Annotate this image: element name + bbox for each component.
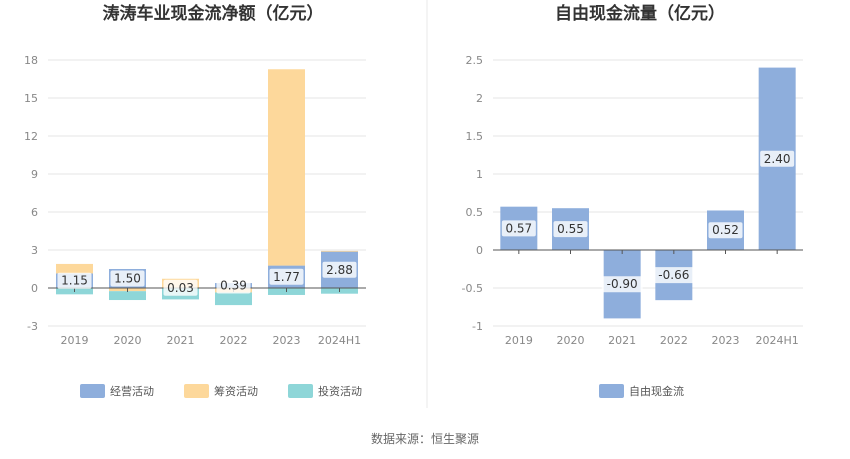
data-label: 0.03	[167, 281, 194, 295]
data-label-bg	[553, 221, 588, 238]
data-label-bg	[653, 267, 695, 284]
y-tick-label: 18	[24, 54, 38, 67]
x-tick-label: 2019	[61, 334, 89, 347]
legend-item-label: 筹资活动	[214, 384, 258, 398]
legend-swatch	[599, 384, 624, 398]
data-label-bg	[501, 220, 536, 237]
y-tick-label: -1	[472, 320, 483, 333]
data-label: 0.52	[712, 223, 739, 237]
chart-title: 涛涛车业现金流净额（亿元）	[103, 3, 324, 24]
data-label-bg	[163, 279, 198, 296]
data-label-bg	[601, 276, 643, 293]
data-label: -0.66	[658, 268, 689, 282]
legend-swatch	[184, 384, 209, 398]
x-tick-label: 2022	[220, 334, 248, 347]
legend-swatch	[288, 384, 313, 398]
free-cash-flow-chart: 自由现金流量（亿元） 2.5 2 1.5 1 0.5 0 -0.5 -1 2019 2020 2021…	[462, 3, 803, 398]
data-label: 2.40	[764, 152, 791, 166]
x-tick-label: 2021	[167, 334, 195, 347]
data-label: 0.39	[220, 279, 247, 293]
data-label: 1.15	[61, 274, 88, 288]
y-tick-label: -0.5	[462, 282, 483, 295]
x-tick-label: 2024H1	[318, 334, 361, 347]
y-tick-label: 15	[24, 92, 38, 105]
y-tick-label: 2.5	[466, 54, 484, 67]
y-tick-label: -3	[27, 320, 38, 333]
legend-item-label: 经营活动	[110, 384, 154, 398]
legend-item-label: 自由现金流	[629, 384, 684, 398]
bar-投资活动	[109, 291, 146, 301]
cash-flow-net-chart: 涛涛车业现金流净额（亿元） 18 15 12 9 6 3 0 -3 2019 2020 2021 202…	[24, 3, 366, 398]
bar-筹资活动	[56, 263, 93, 274]
data-label-bg	[110, 270, 145, 287]
data-label: 2.88	[326, 263, 353, 277]
legend-swatch	[80, 384, 105, 398]
data-label-bg	[57, 272, 92, 289]
x-tick-label: 2020	[557, 334, 585, 347]
data-label-bg	[322, 261, 357, 278]
x-tick-label: 2019	[505, 334, 533, 347]
source-note: 数据来源：恒生聚源	[371, 431, 479, 446]
data-label-bg	[760, 150, 795, 167]
data-label-bg	[708, 222, 743, 239]
data-label: 0.55	[557, 222, 584, 236]
bar-筹资活动	[321, 250, 358, 252]
y-tick-label: 12	[24, 130, 38, 143]
data-label: -0.90	[607, 277, 638, 291]
x-tick-label: 2020	[114, 334, 142, 347]
y-tick-label: 1.5	[466, 130, 484, 143]
y-tick-label: 2	[476, 92, 483, 105]
y-tick-label: 9	[31, 168, 38, 181]
data-label: 0.57	[505, 221, 532, 235]
x-tick-label: 2021	[608, 334, 636, 347]
y-tick-label: 0.5	[466, 206, 484, 219]
x-tick-label: 2023	[712, 334, 740, 347]
x-tick-label: 2023	[273, 334, 301, 347]
y-tick-label: 0	[31, 282, 38, 295]
y-tick-label: 1	[476, 168, 483, 181]
legend-item-label: 投资活动	[318, 384, 362, 398]
chart-title: 自由现金流量（亿元）	[555, 3, 725, 24]
y-tick-label: 3	[31, 244, 38, 257]
y-tick-label: 6	[31, 206, 38, 219]
x-tick-label: 2024H1	[756, 334, 799, 347]
data-label: 1.77	[273, 270, 300, 284]
bar-投资活动	[215, 292, 252, 306]
bar-筹资活动	[268, 69, 305, 266]
y-tick-label: 0	[476, 244, 483, 257]
data-label-bg	[269, 268, 304, 285]
x-tick-label: 2022	[660, 334, 688, 347]
data-label-bg	[216, 277, 251, 294]
data-label: 1.50	[114, 272, 141, 286]
